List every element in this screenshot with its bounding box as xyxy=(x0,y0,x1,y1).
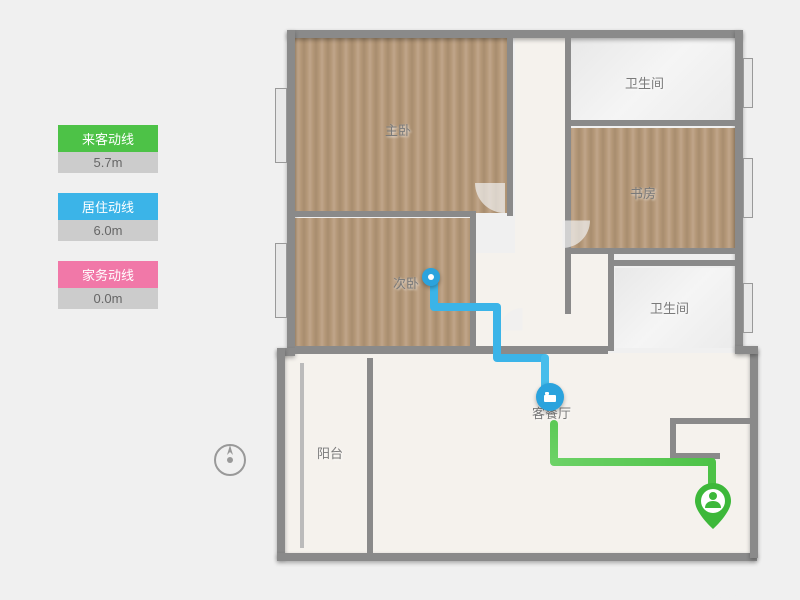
wall-outer-left3 xyxy=(277,348,285,558)
wall-living-niche-top xyxy=(670,418,755,424)
wall-study-bottom xyxy=(565,248,740,254)
wall-master-right xyxy=(507,38,513,216)
wall-bath2-top xyxy=(608,260,738,266)
wall-master-bottom xyxy=(295,211,473,217)
legend-value-living: 6.0m xyxy=(58,220,158,241)
blue-end-marker-icon xyxy=(422,268,440,286)
window-study-right xyxy=(743,158,753,218)
label-bathroom1: 卫生间 xyxy=(625,73,664,92)
wall-bath1-bottom xyxy=(565,120,740,126)
legend-value-guest: 5.7m xyxy=(58,152,158,173)
floorplan: 主卧 次卧 书房 卫生间 卫生间 客餐厅 阳台 xyxy=(275,28,765,573)
wall-bath2-left xyxy=(608,254,614,351)
bed-marker-icon xyxy=(536,383,564,411)
wall-second-right xyxy=(470,211,476,351)
window-bath2-right xyxy=(743,283,753,333)
legend-label-guest: 来客动线 xyxy=(58,125,158,152)
wall-living-niche-left xyxy=(670,418,676,458)
wall-balcony-right xyxy=(367,358,373,553)
window-bath1-right xyxy=(743,58,753,108)
wall-outer-right-jog xyxy=(735,346,758,354)
wall-outer-right1 xyxy=(735,30,743,350)
person-marker-icon xyxy=(695,483,731,534)
legend-value-chore: 0.0m xyxy=(58,288,158,309)
legend-label-living: 居住动线 xyxy=(58,193,158,220)
label-second-bedroom: 次卧 xyxy=(393,273,419,292)
wall-hallway-div xyxy=(565,254,571,314)
wall-second-bottom xyxy=(295,346,608,354)
label-master-bedroom: 主卧 xyxy=(385,120,411,139)
label-study: 书房 xyxy=(630,183,656,202)
compass-icon xyxy=(210,440,250,480)
legend-item-living: 居住动线 6.0m xyxy=(58,193,158,241)
legend-label-chore: 家务动线 xyxy=(58,261,158,288)
legend-item-guest: 来客动线 5.7m xyxy=(58,125,158,173)
window-master-left1 xyxy=(275,88,287,163)
room-hallway2 xyxy=(515,38,565,253)
wall-balcony-inner xyxy=(300,363,304,548)
wall-outer-right2 xyxy=(750,348,758,558)
wall-outer-bottom xyxy=(277,553,757,561)
wall-outer-top xyxy=(287,30,742,38)
legend-panel: 来客动线 5.7m 居住动线 6.0m 家务动线 0.0m xyxy=(58,125,158,329)
window-master-left2 xyxy=(275,243,287,318)
label-balcony: 阳台 xyxy=(317,443,343,462)
label-bathroom2: 卫生间 xyxy=(650,298,689,317)
wall-outer-left1 xyxy=(287,30,295,350)
room-second-bedroom xyxy=(295,218,473,348)
legend-item-chore: 家务动线 0.0m xyxy=(58,261,158,309)
